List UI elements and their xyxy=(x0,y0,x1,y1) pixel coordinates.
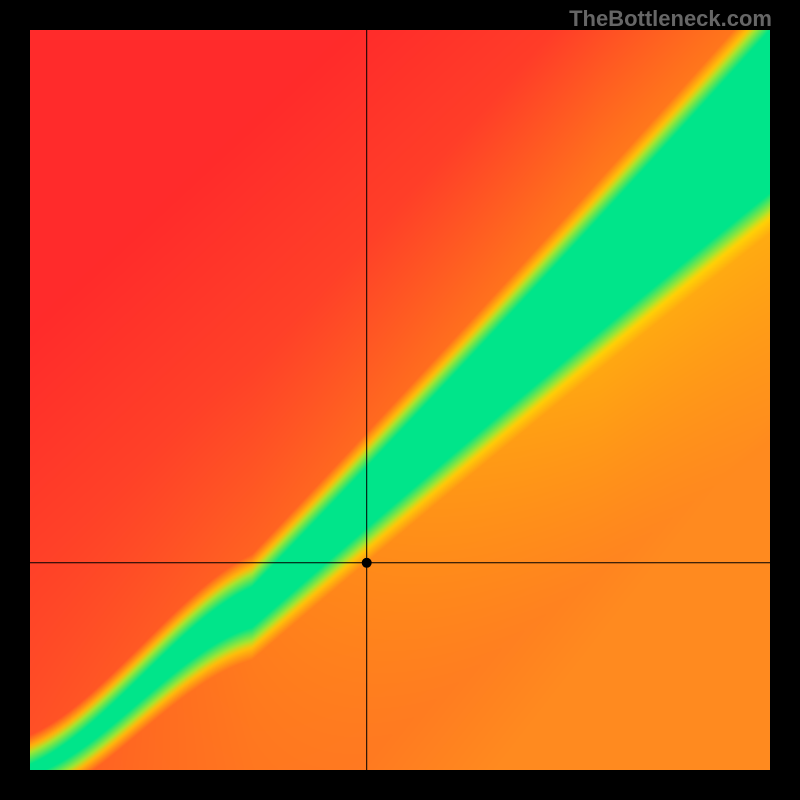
watermark-text: TheBottleneck.com xyxy=(569,6,772,32)
chart-container: TheBottleneck.com xyxy=(0,0,800,800)
crosshair-layer xyxy=(30,30,770,770)
crosshair-marker xyxy=(362,558,372,568)
